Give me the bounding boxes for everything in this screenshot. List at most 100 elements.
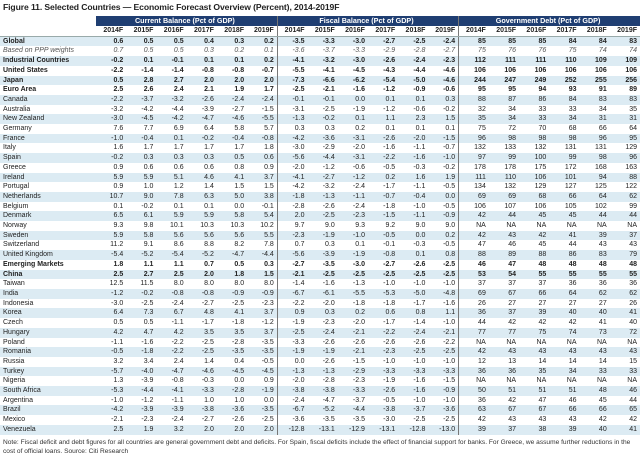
fiscal-balance-cell: -2.2 <box>428 337 460 348</box>
fiscal-balance-cell: -2.4 <box>307 327 338 338</box>
government-debt-cell: 255 <box>579 75 610 86</box>
government-debt-cell: 34 <box>508 105 517 113</box>
current-balance-cell: 7.8 <box>156 191 187 202</box>
current-balance-cell: 0.5 <box>216 153 248 163</box>
table-row: Spain -0.2 0.3 0.3 0.3 0.5 0.6 -5.6 -4.4 -3.1 -2.2… <box>0 153 640 163</box>
current-balance-cell: 1.7 <box>234 144 245 152</box>
row-label: Netherlands <box>0 191 96 202</box>
fiscal-balance-cell: -3.2 <box>322 183 335 191</box>
government-debt-cell: NA <box>596 377 607 385</box>
current-balance-cell: -3.0 <box>96 114 127 125</box>
current-balance-cell: -5.4 <box>96 250 127 260</box>
table-row: Russia 3.2 3.4 2.4 1.4 0.4 -0.5 0.0 -2.6 -1.5 -1.0… <box>0 356 640 367</box>
fiscal-balance-cell: -1.2 <box>337 172 368 183</box>
current-balance-cell: 1.8 <box>216 269 248 280</box>
fiscal-balance-cell: -1.0 <box>413 202 426 210</box>
government-debt-cell: 43 <box>598 241 607 249</box>
fiscal-balance-cell: -5.0 <box>398 75 429 86</box>
current-balance-cell: -5.2 <box>126 250 157 260</box>
fiscal-balance-cell: 0.1 <box>355 241 365 249</box>
current-balance-cell: 0.0 <box>234 202 245 210</box>
current-balance-cell: 1.2 <box>173 183 184 191</box>
current-balance-cell: 5.0 <box>216 191 248 202</box>
government-debt-cell: 41 <box>609 308 640 319</box>
row-label: Indonesia <box>3 299 34 307</box>
government-debt-cell: 42 <box>598 416 607 424</box>
fiscal-balance-cell: 0.6 <box>367 308 399 319</box>
fiscal-balance-cell: -2.6 <box>413 260 426 268</box>
current-balance-cell: 0.1 <box>156 133 187 144</box>
government-debt-cell: 42 <box>458 211 489 222</box>
row-label: Japan <box>0 75 96 86</box>
fiscal-balance-cell: -4.3 <box>383 66 396 74</box>
government-debt-cell: 26 <box>478 299 486 307</box>
current-balance-cell: -3.6 <box>216 405 248 416</box>
fiscal-balance-cell: -3.0 <box>337 56 368 66</box>
fiscal-balance-cell: 2.0 <box>277 211 308 222</box>
government-debt-cell: 43 <box>488 347 520 357</box>
current-balance-cell: -3.5 <box>247 405 278 416</box>
year-header: 2019F <box>609 26 640 37</box>
fiscal-balance-cell: -2.3 <box>352 377 365 385</box>
current-balance-cell: 0.7 <box>204 260 214 268</box>
current-balance-cell: 10.7 <box>96 191 127 202</box>
blank-year-header <box>0 26 96 37</box>
fiscal-balance-cell: -1.0 <box>413 396 426 404</box>
row-label: Emerging Markets <box>3 260 64 268</box>
fiscal-balance-cell: -3.5 <box>322 260 335 268</box>
current-balance-cell: 2.5 <box>96 269 127 280</box>
current-balance-cell: 0.4 <box>186 36 217 47</box>
government-debt-cell: 178 <box>474 163 486 171</box>
figure-title: Figure 11. Selected Countries — Economic… <box>3 2 340 12</box>
current-balance-cell: -0.2 <box>186 133 217 144</box>
current-balance-cell: -4.0 <box>126 366 157 377</box>
government-debt-cell: NA <box>627 377 637 385</box>
fiscal-balance-cell: -6.7 <box>277 405 308 416</box>
government-debt-cell: NA <box>566 338 577 346</box>
government-debt-cell: 93 <box>568 86 577 94</box>
current-balance-cell: -2.7 <box>201 299 214 307</box>
government-debt-cell: 106 <box>534 66 547 74</box>
government-debt-cell: 66 <box>519 288 550 299</box>
government-debt-cell: NA <box>506 338 517 346</box>
government-debt-cell: 14 <box>568 357 577 365</box>
fiscal-balance-cell: -4.1 <box>322 66 335 74</box>
current-balance-cell: 6.4 <box>96 308 127 319</box>
government-debt-cell: 51 <box>519 386 550 396</box>
fiscal-balance-cell: -4.4 <box>307 153 338 163</box>
current-balance-cell: 0.5 <box>234 260 245 268</box>
fiscal-balance-cell: -1.9 <box>292 319 305 327</box>
government-debt-cell: 33 <box>609 366 640 377</box>
current-balance-cell: -0.2 <box>96 56 127 66</box>
fiscal-balance-cell: 0.2 <box>428 230 460 241</box>
current-balance-cell: -2.2 <box>171 338 184 346</box>
current-balance-cell: 5.8 <box>234 125 245 133</box>
current-balance-cell: 1.5 <box>247 182 278 192</box>
fiscal-balance-cell: -6.6 <box>307 75 338 86</box>
row-label: Turkey <box>0 366 96 377</box>
current-balance-cell: -0.2 <box>126 288 157 299</box>
government-debt-cell: 88 <box>519 250 550 260</box>
current-balance-cell: 0.5 <box>143 319 154 327</box>
fiscal-balance-cell: -1.1 <box>413 183 426 191</box>
current-balance-cell: -3.3 <box>186 386 217 396</box>
current-balance-cell: 0.3 <box>247 259 278 270</box>
government-debt-cell: 64 <box>549 288 580 299</box>
current-balance-cell: 1.7 <box>204 144 214 152</box>
table-row: Czech 0.5 0.5 -1.1 -1.7 -1.8 -1.2 -1.9 -2.3 -2.0 -… <box>0 318 640 328</box>
fiscal-balance-cell: -1.8 <box>352 299 365 307</box>
fiscal-balance-cell: -4.8 <box>428 288 460 299</box>
fiscal-balance-cell: -3.6 <box>307 133 338 144</box>
government-debt-cell: NA <box>476 377 486 385</box>
government-debt-cell: NA <box>536 222 547 230</box>
government-debt-cell: NA <box>506 377 517 385</box>
government-debt-cell: 132 <box>534 144 547 152</box>
fiscal-balance-cell: -2.5 <box>398 36 429 47</box>
current-balance-cell: -1.2 <box>141 396 154 404</box>
government-debt-cell: 67 <box>488 288 520 299</box>
current-balance-cell: 3.8 <box>247 191 278 202</box>
fiscal-balance-cell: -3.0 <box>383 416 396 424</box>
current-balance-cell: 5.8 <box>216 211 248 222</box>
current-balance-cell: 9.0 <box>126 191 157 202</box>
fiscal-balance-cell: -2.6 <box>367 133 399 144</box>
